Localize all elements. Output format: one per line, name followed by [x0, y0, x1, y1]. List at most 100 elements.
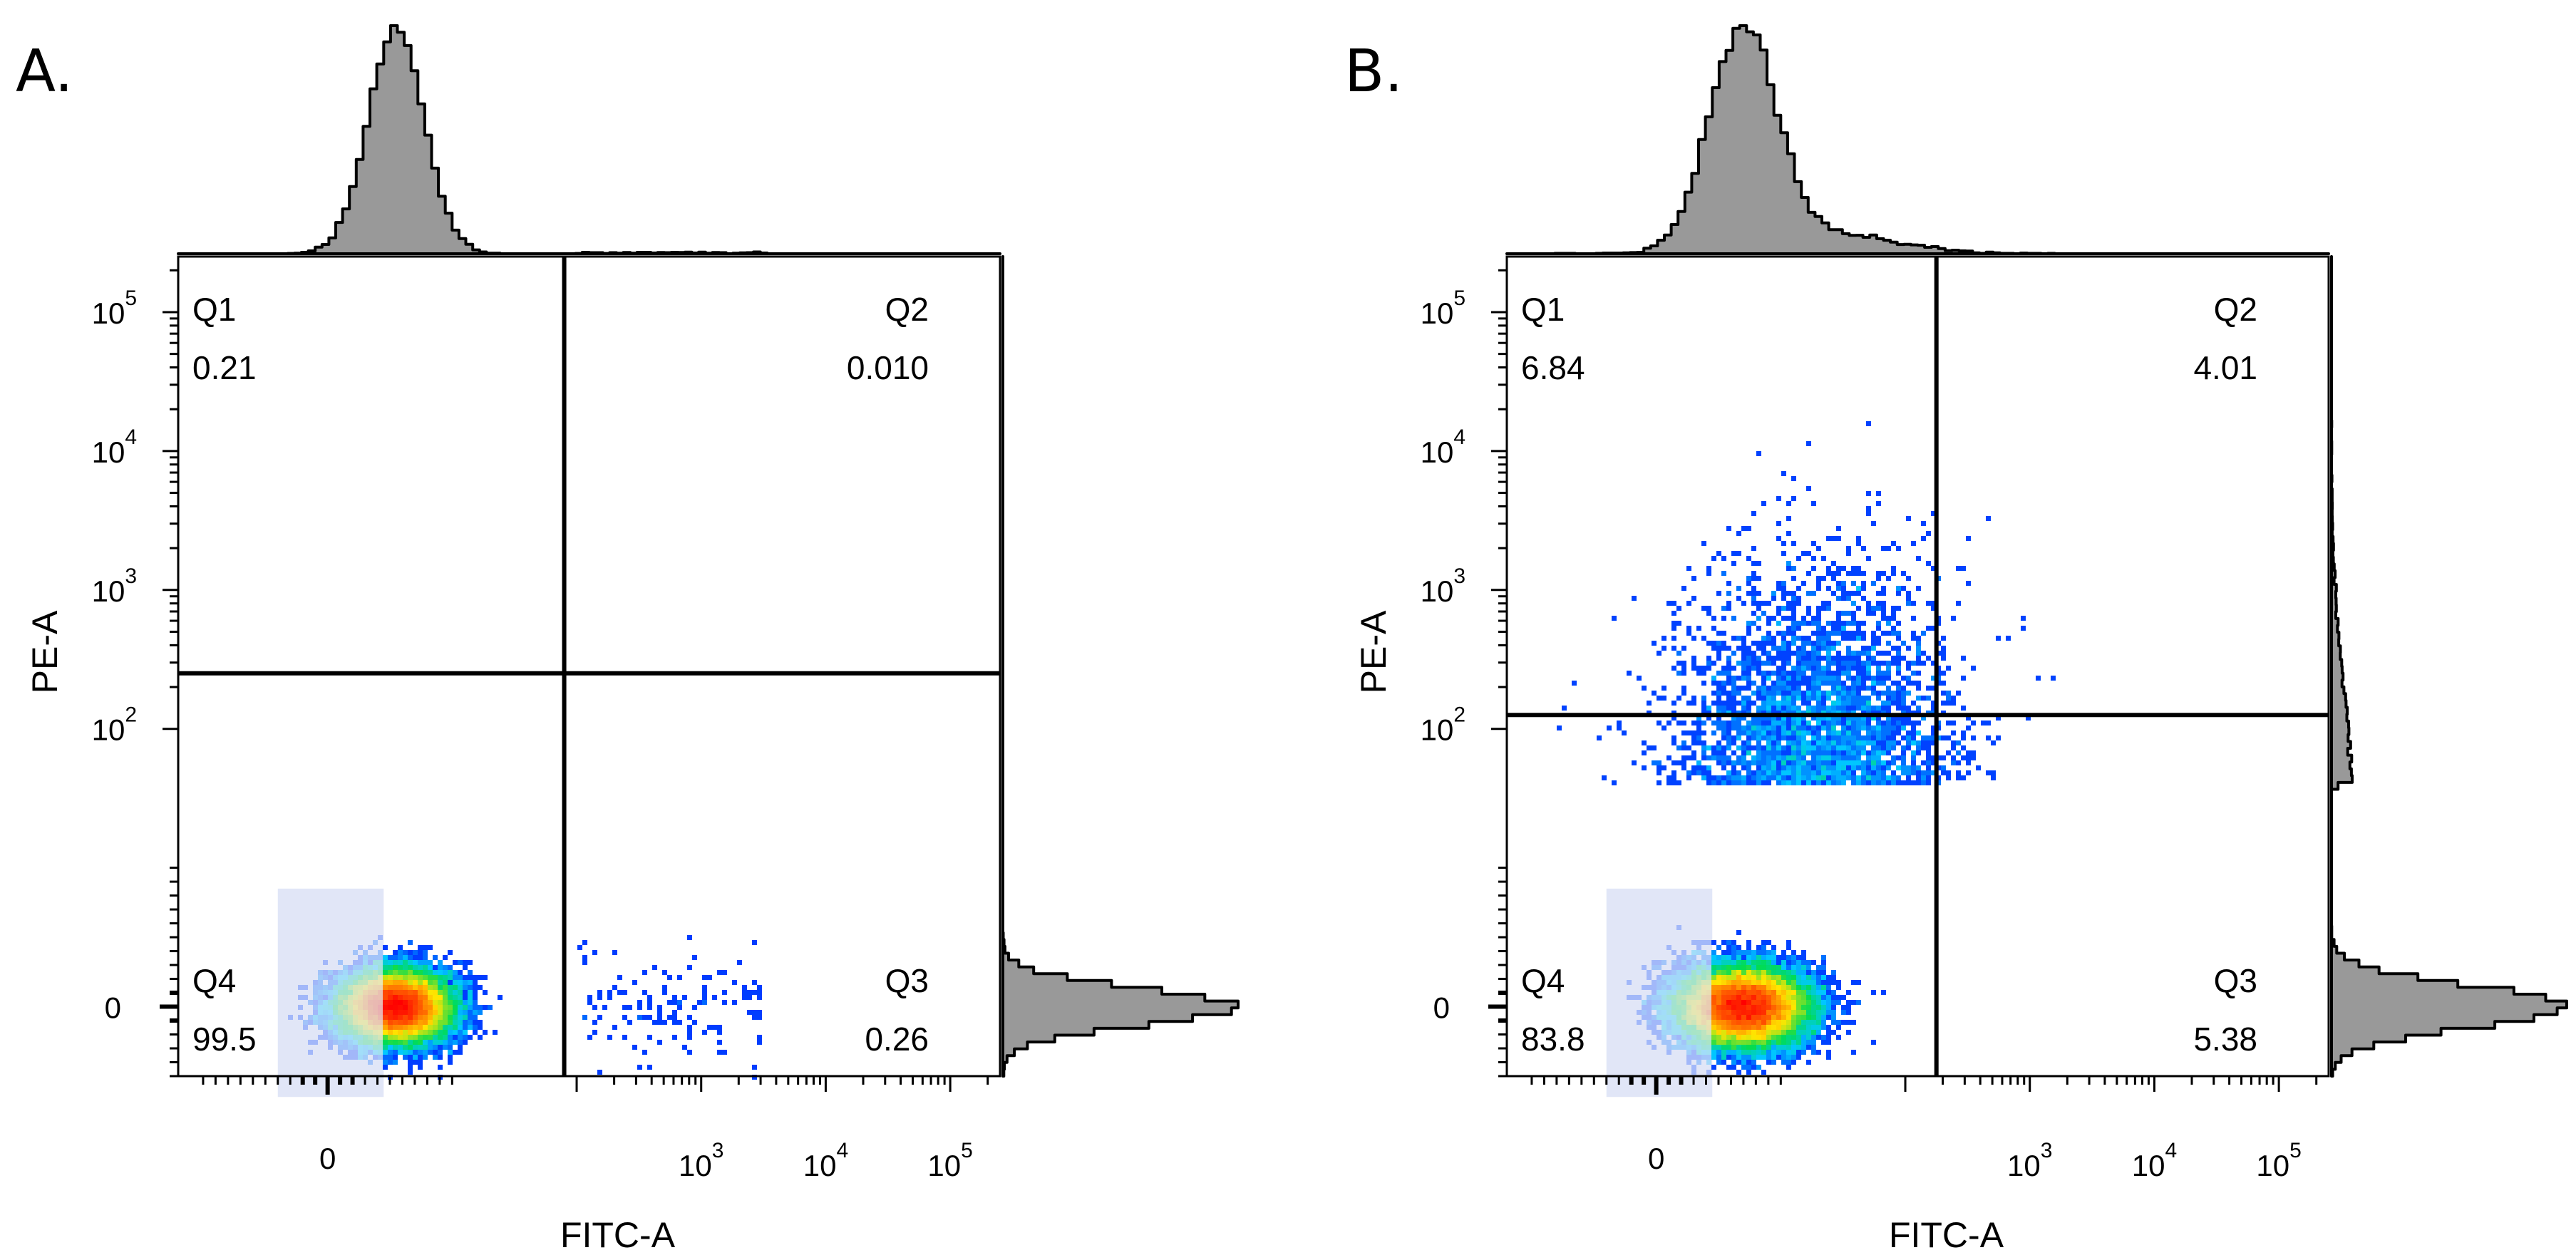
event-bin: [1826, 631, 1831, 636]
event-bin: [1721, 1045, 1726, 1050]
event-bin: [1691, 1065, 1696, 1070]
event-bin: [1796, 706, 1801, 711]
event-bin: [398, 985, 403, 990]
event-bin: [1836, 666, 1841, 671]
event-bin: [1776, 656, 1781, 661]
event-bin: [1791, 1010, 1796, 1015]
event-bin: [1831, 990, 1836, 995]
x-axis-title: FITC-A: [1889, 1215, 2004, 1255]
event-bin: [368, 1025, 373, 1030]
event-bin: [1791, 780, 1796, 785]
event-bin: [1761, 636, 1766, 641]
event-bin: [1721, 631, 1726, 636]
event-bin: [1696, 970, 1701, 975]
event-bin: [1771, 691, 1776, 696]
event-bin: [1741, 750, 1746, 755]
event-bin: [1676, 671, 1681, 676]
event-bin: [592, 950, 597, 955]
event-bin: [1806, 661, 1811, 666]
event-bin: [1716, 1040, 1721, 1045]
event-bin: [1976, 765, 1981, 770]
event-bin: [1856, 606, 1861, 611]
event-bin: [1721, 646, 1726, 651]
event-bin: [1741, 641, 1746, 646]
event-bin: [1756, 725, 1761, 730]
event-bin: [1811, 676, 1816, 681]
event-bin: [1746, 576, 1751, 581]
event-bin: [662, 985, 667, 990]
event-bin: [1826, 671, 1831, 676]
event-bin: [617, 975, 622, 980]
event-bin: [348, 1000, 353, 1005]
event-bin: [398, 945, 403, 950]
event-bin: [1731, 735, 1736, 740]
event-bin: [1701, 1020, 1706, 1025]
event-bin: [343, 1035, 348, 1040]
event-bin: [607, 990, 612, 995]
event-bin: [1876, 770, 1881, 775]
event-bin: [373, 1020, 378, 1025]
event-bin: [1881, 586, 1886, 591]
event-bin: [1731, 651, 1736, 656]
event-bin: [1801, 1020, 1806, 1025]
event-bin: [393, 990, 398, 995]
event-bin: [448, 1015, 453, 1020]
event-bin: [398, 970, 403, 975]
event-bin: [1796, 691, 1801, 696]
event-bin: [1721, 706, 1726, 711]
quadrant-percent: 99.5: [192, 1021, 257, 1058]
event-bin: [1831, 735, 1836, 740]
event-bin: [433, 995, 438, 1000]
event-bin: [1821, 990, 1826, 995]
quadrant-percent: 5.38: [2193, 1021, 2257, 1058]
event-bin: [1851, 691, 1856, 696]
event-bin: [1931, 676, 1936, 681]
event-bin: [1811, 621, 1816, 626]
event-bin: [1926, 686, 1931, 691]
event-bin: [1856, 775, 1861, 780]
event-bin: [1841, 1005, 1846, 1010]
event-bin: [1721, 1015, 1726, 1020]
event-bin: [1861, 596, 1866, 601]
event-bin: [1816, 745, 1821, 750]
event-bin: [1791, 496, 1796, 501]
event-bin: [373, 1025, 378, 1030]
event-bin: [1816, 760, 1821, 765]
event-bin: [1647, 970, 1652, 975]
event-bin: [1736, 646, 1741, 651]
event-bin: [1627, 671, 1632, 676]
event-bin: [1726, 691, 1731, 696]
event-bin: [1741, 686, 1746, 691]
event-bin: [1811, 765, 1816, 770]
event-bin: [1861, 716, 1866, 721]
event-bin: [428, 1025, 433, 1030]
event-bin: [338, 990, 343, 995]
event-bin: [1676, 990, 1681, 995]
event-bin: [413, 1015, 418, 1020]
event-bin: [408, 1005, 413, 1010]
event-bin: [468, 975, 473, 980]
event-bin: [1896, 606, 1901, 611]
event-bin: [1786, 1060, 1791, 1065]
event-bin: [1876, 691, 1881, 696]
event-bin: [1831, 576, 1836, 581]
event-bin: [2051, 676, 2056, 681]
y-tick-base: 10: [92, 574, 125, 608]
event-bin: [1781, 975, 1786, 980]
event-bin: [1801, 666, 1806, 671]
event-bin: [1701, 666, 1706, 671]
event-bin: [1911, 681, 1916, 686]
quadrant-name: Q2: [2214, 291, 2257, 328]
event-bin: [1921, 745, 1926, 750]
event-bin: [1881, 740, 1886, 745]
event-bin: [1766, 636, 1771, 641]
event-bin: [1756, 780, 1761, 785]
event-bin: [1691, 1010, 1696, 1015]
event-bin: [1706, 985, 1711, 990]
event-bin: [1926, 740, 1931, 745]
event-bin: [1811, 980, 1816, 985]
event-bin: [343, 970, 348, 975]
event-bin: [418, 985, 423, 990]
event-bin: [1886, 750, 1891, 755]
event-bin: [1786, 725, 1791, 730]
